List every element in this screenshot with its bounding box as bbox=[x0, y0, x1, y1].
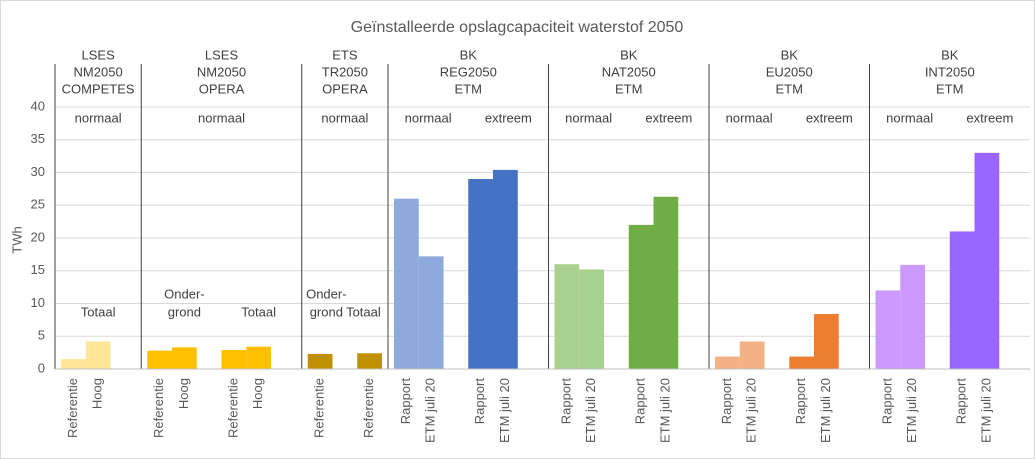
x-tick-label: Hoog bbox=[90, 378, 105, 409]
x-tick-label: ETM juli 20 bbox=[904, 378, 919, 443]
y-tick-label: 20 bbox=[31, 229, 45, 244]
group-header: TR2050 bbox=[322, 64, 368, 79]
group-header: OPERA bbox=[322, 81, 368, 96]
bar bbox=[739, 341, 765, 369]
scenario-label: normaal bbox=[198, 110, 245, 125]
group-header: OPERA bbox=[199, 81, 245, 96]
scenario-label: extreem bbox=[485, 110, 532, 125]
chart-title: Geïnstalleerde opslagcapaciteit watersto… bbox=[351, 19, 684, 36]
scenario-label: normaal bbox=[886, 110, 933, 125]
y-axis-label: TWh bbox=[9, 226, 24, 253]
group-header: ETM bbox=[615, 81, 642, 96]
scenario-label: extreem bbox=[806, 110, 853, 125]
x-tick-label: Referentie bbox=[361, 378, 376, 438]
y-tick-label: 0 bbox=[38, 360, 45, 375]
group-header: BK bbox=[941, 47, 959, 62]
x-tick-label: Rapport bbox=[398, 378, 413, 425]
y-tick-label: 40 bbox=[31, 98, 45, 113]
bar bbox=[307, 353, 333, 369]
x-tick-label: Referentie bbox=[65, 378, 80, 438]
y-tick-label: 25 bbox=[31, 197, 45, 212]
bar bbox=[789, 356, 814, 369]
x-tick-label: ETM juli 20 bbox=[583, 378, 598, 443]
bar-note: Onder- bbox=[306, 286, 346, 301]
group-header: ETM bbox=[936, 81, 963, 96]
x-tick-label: Rapport bbox=[472, 378, 487, 425]
x-tick-label: ETM juli 20 bbox=[978, 378, 993, 443]
scenario-label: normaal bbox=[321, 110, 368, 125]
x-tick-label: Rapport bbox=[558, 378, 573, 425]
bar-note: Totaal bbox=[81, 304, 116, 319]
bar bbox=[85, 341, 111, 369]
group-header: ETM bbox=[455, 81, 482, 96]
x-tick-label: Rapport bbox=[793, 378, 808, 425]
x-tick-label: Referentie bbox=[312, 378, 327, 438]
group-header: REG2050 bbox=[440, 64, 497, 79]
y-tick-label: 30 bbox=[31, 164, 45, 179]
bar bbox=[653, 196, 679, 369]
bar bbox=[900, 264, 925, 369]
bar-note: Totaal bbox=[241, 304, 276, 319]
bar bbox=[949, 231, 975, 369]
bar bbox=[579, 269, 604, 369]
x-tick-label: ETM juli 20 bbox=[423, 378, 438, 443]
bar bbox=[418, 256, 444, 369]
group-header: COMPETES bbox=[62, 81, 135, 96]
scenario-label: normaal bbox=[726, 110, 773, 125]
x-tick-label: Rapport bbox=[633, 378, 648, 425]
y-tick-label: 15 bbox=[31, 262, 45, 277]
group-header: BK bbox=[620, 47, 638, 62]
group-header: EU2050 bbox=[766, 64, 813, 79]
bar-note: Onder- bbox=[164, 286, 204, 301]
x-tick-label: Referentie bbox=[151, 378, 166, 438]
bar bbox=[875, 290, 901, 369]
x-tick-label: ETM juli 20 bbox=[818, 378, 833, 443]
x-tick-label: Rapport bbox=[954, 378, 969, 425]
y-tick-label: 35 bbox=[31, 131, 45, 146]
bar bbox=[357, 353, 382, 369]
bar bbox=[394, 198, 419, 369]
x-tick-label: ETM juli 20 bbox=[497, 378, 512, 443]
x-tick-label: Rapport bbox=[879, 378, 894, 425]
bar-note: Totaal bbox=[346, 304, 381, 319]
bar bbox=[628, 224, 654, 369]
bar bbox=[974, 152, 1000, 369]
x-tick-label: ETM juli 20 bbox=[744, 378, 759, 443]
group-header: INT2050 bbox=[925, 64, 975, 79]
y-tick-label: 5 bbox=[38, 328, 45, 343]
bar-note: grond bbox=[310, 304, 343, 319]
group-header: NM2050 bbox=[74, 64, 123, 79]
bar bbox=[715, 356, 740, 369]
x-tick-label: Rapport bbox=[719, 378, 734, 425]
scenario-label: normaal bbox=[405, 110, 452, 125]
group-header: BK bbox=[460, 47, 478, 62]
scenario-label: normaal bbox=[565, 110, 612, 125]
group-header: LSES bbox=[205, 47, 239, 62]
bar bbox=[221, 350, 247, 369]
bar bbox=[468, 179, 493, 369]
bar bbox=[147, 350, 172, 369]
scenario-label: extreem bbox=[966, 110, 1013, 125]
scenario-label: normaal bbox=[75, 110, 122, 125]
bar bbox=[172, 347, 197, 369]
y-tick-label: 10 bbox=[31, 295, 45, 310]
x-tick-label: Hoog bbox=[250, 378, 265, 409]
group-header: NAT2050 bbox=[602, 64, 656, 79]
x-tick-label: Hoog bbox=[176, 378, 191, 409]
bar bbox=[61, 359, 86, 369]
group-header: BK bbox=[781, 47, 799, 62]
x-tick-label: ETM juli 20 bbox=[657, 378, 672, 443]
bar bbox=[246, 346, 271, 369]
bar-note: grond bbox=[168, 304, 201, 319]
bar bbox=[814, 313, 839, 369]
group-header: NM2050 bbox=[197, 64, 246, 79]
bar bbox=[554, 264, 580, 369]
group-header: LSES bbox=[82, 47, 116, 62]
scenario-label: extreem bbox=[645, 110, 692, 125]
group-header: ETS bbox=[332, 47, 358, 62]
bar bbox=[493, 169, 518, 369]
group-header: ETM bbox=[776, 81, 803, 96]
x-tick-label: Referentie bbox=[225, 378, 240, 438]
